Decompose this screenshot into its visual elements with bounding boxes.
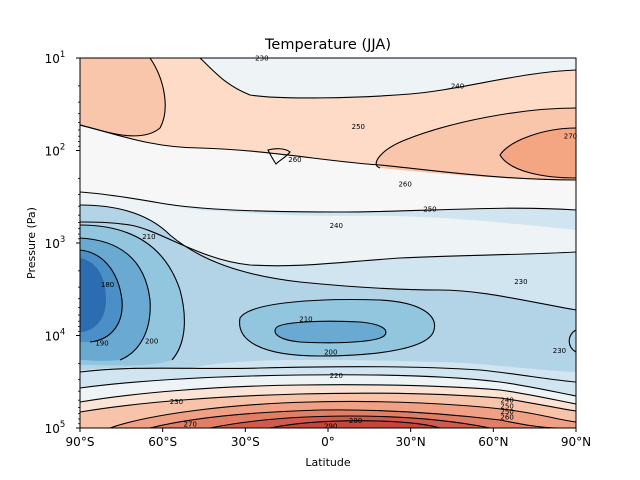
contour-line	[267, 148, 291, 165]
contour-label: 180	[101, 281, 114, 289]
contour-line	[80, 191, 576, 213]
contour-line	[375, 107, 576, 169]
contour-line	[80, 221, 576, 267]
contour-line	[80, 366, 481, 373]
contour-line	[479, 369, 576, 383]
contour-label: 230	[514, 278, 527, 286]
contour-label: 250	[423, 206, 436, 214]
contour-label: 230	[553, 347, 566, 355]
y-tick-label: 103	[45, 235, 66, 251]
contour-label: 220	[330, 372, 343, 380]
contour-line	[499, 127, 576, 179]
contour-line	[239, 298, 436, 357]
contour-line	[568, 329, 576, 353]
x-tick-label: 90°S	[66, 435, 95, 449]
contour-line	[80, 392, 576, 413]
band-tropics-lt-200	[275, 321, 386, 343]
y-axis-label: Pressure (Pa)	[25, 207, 38, 279]
y-tick-label: 104	[45, 328, 66, 344]
x-axis-label: Latitude	[305, 456, 351, 469]
contour-line	[80, 224, 185, 361]
contour-line	[199, 58, 576, 99]
contour-label: 200	[324, 348, 337, 356]
y-tick-label: 101	[45, 50, 66, 66]
contour-label: 210	[299, 315, 312, 323]
contour-label: 260	[398, 180, 411, 188]
contour-label: 260	[288, 156, 301, 164]
contour-line	[80, 204, 576, 311]
x-axis: 90°S 60°S 30°S 0° 30°N 60°N 90°N	[66, 428, 591, 449]
band-tropopause-220-230	[80, 192, 576, 266]
contour-line	[80, 384, 576, 405]
contour-line	[149, 409, 561, 428]
contour-line	[274, 320, 387, 344]
contour-line	[80, 374, 576, 397]
contour-label: 250	[352, 123, 365, 131]
contour-label: 250	[500, 403, 513, 411]
contour-line	[209, 415, 491, 428]
contour-label: 270	[184, 420, 197, 428]
x-tick-label: 90°N	[561, 435, 591, 449]
x-tick-label: 30°N	[396, 435, 426, 449]
contour-label: 270	[564, 133, 577, 141]
x-tick-label: 60°S	[148, 435, 177, 449]
band-260-270	[80, 58, 166, 136]
band-polar-210-220	[80, 205, 576, 372]
y-tick-label: 102	[45, 143, 66, 159]
contour-label: 240	[451, 82, 464, 90]
contour-label: 280	[349, 417, 362, 425]
x-tick-label: 0°	[321, 435, 335, 449]
contour-line	[109, 400, 576, 428]
y-tick-label: 105	[45, 420, 66, 436]
band-polar-lt-180	[80, 258, 106, 332]
band-upper-230-240	[200, 58, 576, 98]
contour-label: 230	[170, 398, 183, 406]
x-tick-label: 60°N	[478, 435, 508, 449]
contour-label: 260	[500, 413, 513, 421]
contour-line	[80, 249, 123, 343]
contour-label: 200	[145, 338, 158, 346]
contour-label: 190	[95, 339, 108, 347]
contour-label: 210	[142, 233, 155, 241]
contour-line	[269, 420, 441, 428]
contour-line	[80, 58, 166, 137]
chart-title: Temperature (JJA)	[264, 37, 391, 53]
x-tick-label: 30°S	[231, 435, 260, 449]
contour-line	[80, 237, 151, 361]
contour-label: 240	[500, 397, 513, 405]
contour-label: 240	[330, 222, 343, 230]
contour-line	[80, 124, 576, 181]
contour-label: 290	[324, 422, 337, 430]
contour-lines	[80, 58, 576, 428]
y-axis: 101 102 103 104 105	[45, 50, 80, 436]
contour-label: 250	[500, 408, 513, 416]
